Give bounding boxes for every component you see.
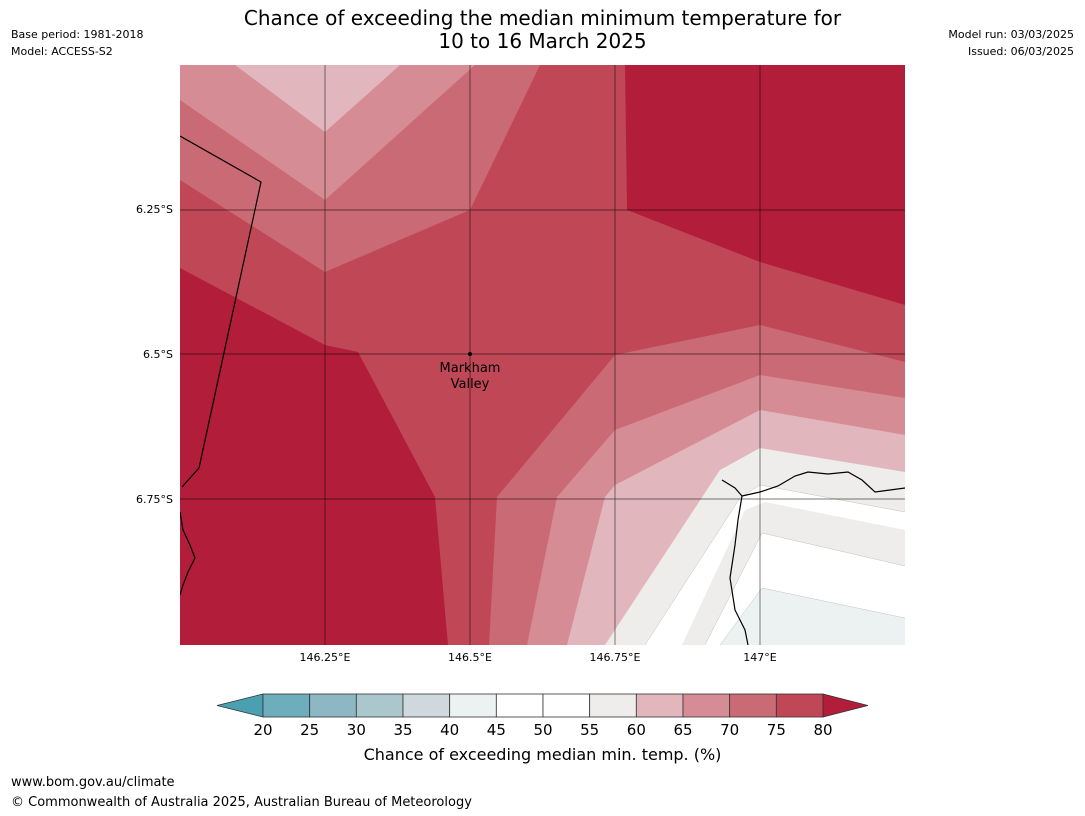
colorbar-tick-35: 35 [393,721,412,739]
map-area[interactable]: Markham Valley [180,65,905,645]
colorbar-tick-45: 45 [487,721,506,739]
base-period-text: Base period: 1981-2018 [11,28,144,41]
colorbar-swatch-25-30 [309,693,357,718]
colorbar-title: Chance of exceeding median min. temp. (%… [363,745,722,764]
colorbar-swatch-50-55 [542,693,591,718]
colorbar-tick-40: 40 [440,721,459,739]
lon-label-146.5: 146.5°E [448,651,492,664]
contour-band-40-45-se [720,588,905,645]
metadata-right: Model run: 03/03/2025 Issued: 06/03/2025 [948,26,1074,60]
contour-band-80-plus-sw [180,268,448,645]
graticule [180,65,905,645]
colorbar-swatch-40-45 [449,693,497,718]
title-line-1: Chance of exceeding the median minimum t… [243,6,842,30]
colorbar-tick-60: 60 [627,721,646,739]
lat-label-6.75: 6.75°S [136,493,173,506]
colorbar-swatch-30-35 [355,693,404,718]
colorbar-tick-80: 80 [813,721,832,739]
colorbar-swatch-45-50 [495,693,544,718]
colorbar-swatch-65-70 [682,693,731,718]
lon-label-146.75: 146.75°E [590,651,641,664]
footer-url[interactable]: www.bom.gov.au/climate [11,775,175,790]
contour-lines [644,484,905,645]
colorbar-tick-20: 20 [253,721,272,739]
colorbar-tick-70: 70 [720,721,739,739]
colorbar-tick-65: 65 [673,721,692,739]
lon-label-146.25: 146.25°E [300,651,351,664]
colorbar: 20 25 30 35 40 45 50 55 60 65 70 75 80 [216,693,869,739]
colorbar-tick-30: 30 [347,721,366,739]
contour-band-65-70-nw [180,65,475,200]
lat-label-6.5: 6.5°S [143,348,173,361]
lon-label-147: 147°E [743,651,776,664]
lat-label-6.25: 6.25°S [136,203,173,216]
colorbar-tick-75: 75 [767,721,786,739]
model-text: Model: ACCESS-S2 [11,45,113,58]
metadata-left: Base period: 1981-2018 Model: ACCESS-S2 [11,26,143,60]
place-label-line-1: Markham [440,361,501,376]
issued-text: Issued: 06/03/2025 [967,45,1074,58]
model-run-text: Model run: 03/03/2025 [948,28,1074,41]
footer-copyright: © Commonwealth of Australia 2025, Austra… [11,795,472,810]
colorbar-swatch-75-80 [775,693,824,718]
contour-band-60-65-nw [235,65,400,132]
colorbar-tick-50: 50 [533,721,552,739]
coastline [180,135,905,645]
colorbar-swatch-60-65 [635,693,684,718]
colorbar-swatch-55-60 [589,693,637,718]
title-line-2: 10 to 16 March 2025 [438,29,647,53]
colorbar-tick-55: 55 [580,721,599,739]
contour-band-80-plus-ne [625,65,905,305]
colorbar-tick-25: 25 [300,721,319,739]
colorbar-extend-high [822,693,869,718]
map-title: Chance of exceeding the median minimum t… [0,7,1085,53]
place-label-line-2: Valley [451,377,490,392]
colorbar-swatch-70-75 [729,693,777,718]
markham-valley-marker [468,352,472,356]
colorbar-swatch-35-40 [402,693,451,718]
colorbar-swatch-20-25 [262,693,311,718]
colorbar-extend-low [216,693,264,718]
